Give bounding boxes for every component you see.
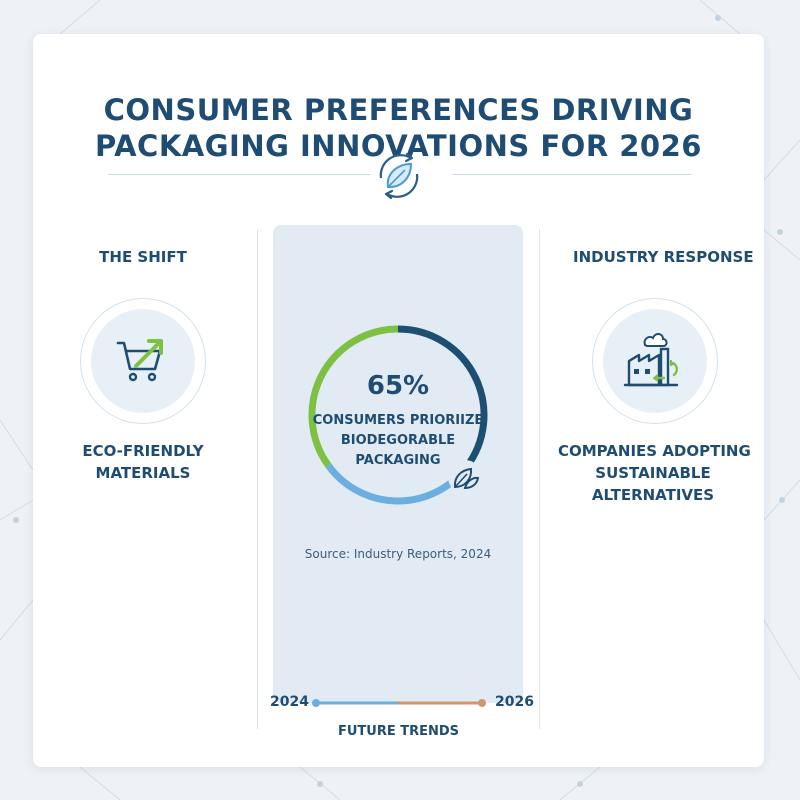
left-caption-line-1: ECO-FRIENDLY bbox=[82, 442, 204, 460]
timeline-start-year: 2024 bbox=[270, 694, 309, 710]
statistic-label-line-2: BIODEGORABLE bbox=[340, 433, 456, 448]
right-caption-line-1: COMPANIES ADOPTING bbox=[558, 442, 751, 460]
donut-segment-navy bbox=[397, 325, 488, 471]
timeline-bar bbox=[312, 699, 486, 707]
column-divider-right bbox=[539, 229, 540, 729]
leaf-icon bbox=[448, 460, 482, 494]
infographic-card: CONSUMER PREFERENCES DRIVING PACKAGING I… bbox=[33, 34, 764, 767]
right-caption-line-3: ALTERNATIVES bbox=[591, 486, 715, 504]
left-caption: ECO-FRIENDLY MATERIALS bbox=[73, 440, 213, 484]
shopping-cart-trend-icon bbox=[116, 339, 163, 382]
statistic-label-line-3: PACKAGING bbox=[355, 453, 441, 468]
statistic-panel: 65% CONSUMERS PRIORIIZE BIODEGORABLE PAC… bbox=[273, 225, 523, 703]
title-divider-left bbox=[108, 174, 370, 175]
left-heading: THE SHIFT bbox=[99, 248, 187, 266]
statistic-label: CONSUMERS PRIORIIZE BIODEGORABLE PACKAGI… bbox=[273, 411, 523, 471]
left-caption-line-2: MATERIALS bbox=[95, 464, 191, 482]
donut-segment-green bbox=[308, 325, 399, 468]
timeline-label: FUTURE TRENDS bbox=[337, 724, 460, 739]
column-divider-left bbox=[257, 229, 258, 729]
right-heading: INDUSTRY RESPONSE bbox=[573, 248, 754, 266]
title-divider-right bbox=[453, 174, 691, 175]
statistic-percent: 65% bbox=[366, 371, 430, 401]
right-icon-badge bbox=[592, 298, 718, 424]
right-caption: COMPANIES ADOPTING SUSTAINABLE ALTERNATI… bbox=[558, 440, 751, 506]
page-title: CONSUMER PREFERENCES DRIVING PACKAGING I… bbox=[33, 92, 764, 164]
source-note: Source: Industry Reports, 2024 bbox=[304, 547, 492, 561]
left-icon-badge bbox=[80, 298, 206, 424]
title-line-1: CONSUMER PREFERENCES DRIVING bbox=[103, 93, 694, 127]
right-caption-line-2: SUSTAINABLE bbox=[595, 464, 711, 482]
timeline-end-year: 2026 bbox=[495, 694, 534, 710]
statistic-label-line-1: CONSUMERS PRIORIIZE bbox=[312, 413, 484, 428]
leaf-recycle-icon bbox=[379, 152, 419, 200]
factory-recycle-icon bbox=[623, 333, 679, 387]
title-line-2: PACKAGING INNOVATIONS FOR 2026 bbox=[95, 129, 702, 163]
